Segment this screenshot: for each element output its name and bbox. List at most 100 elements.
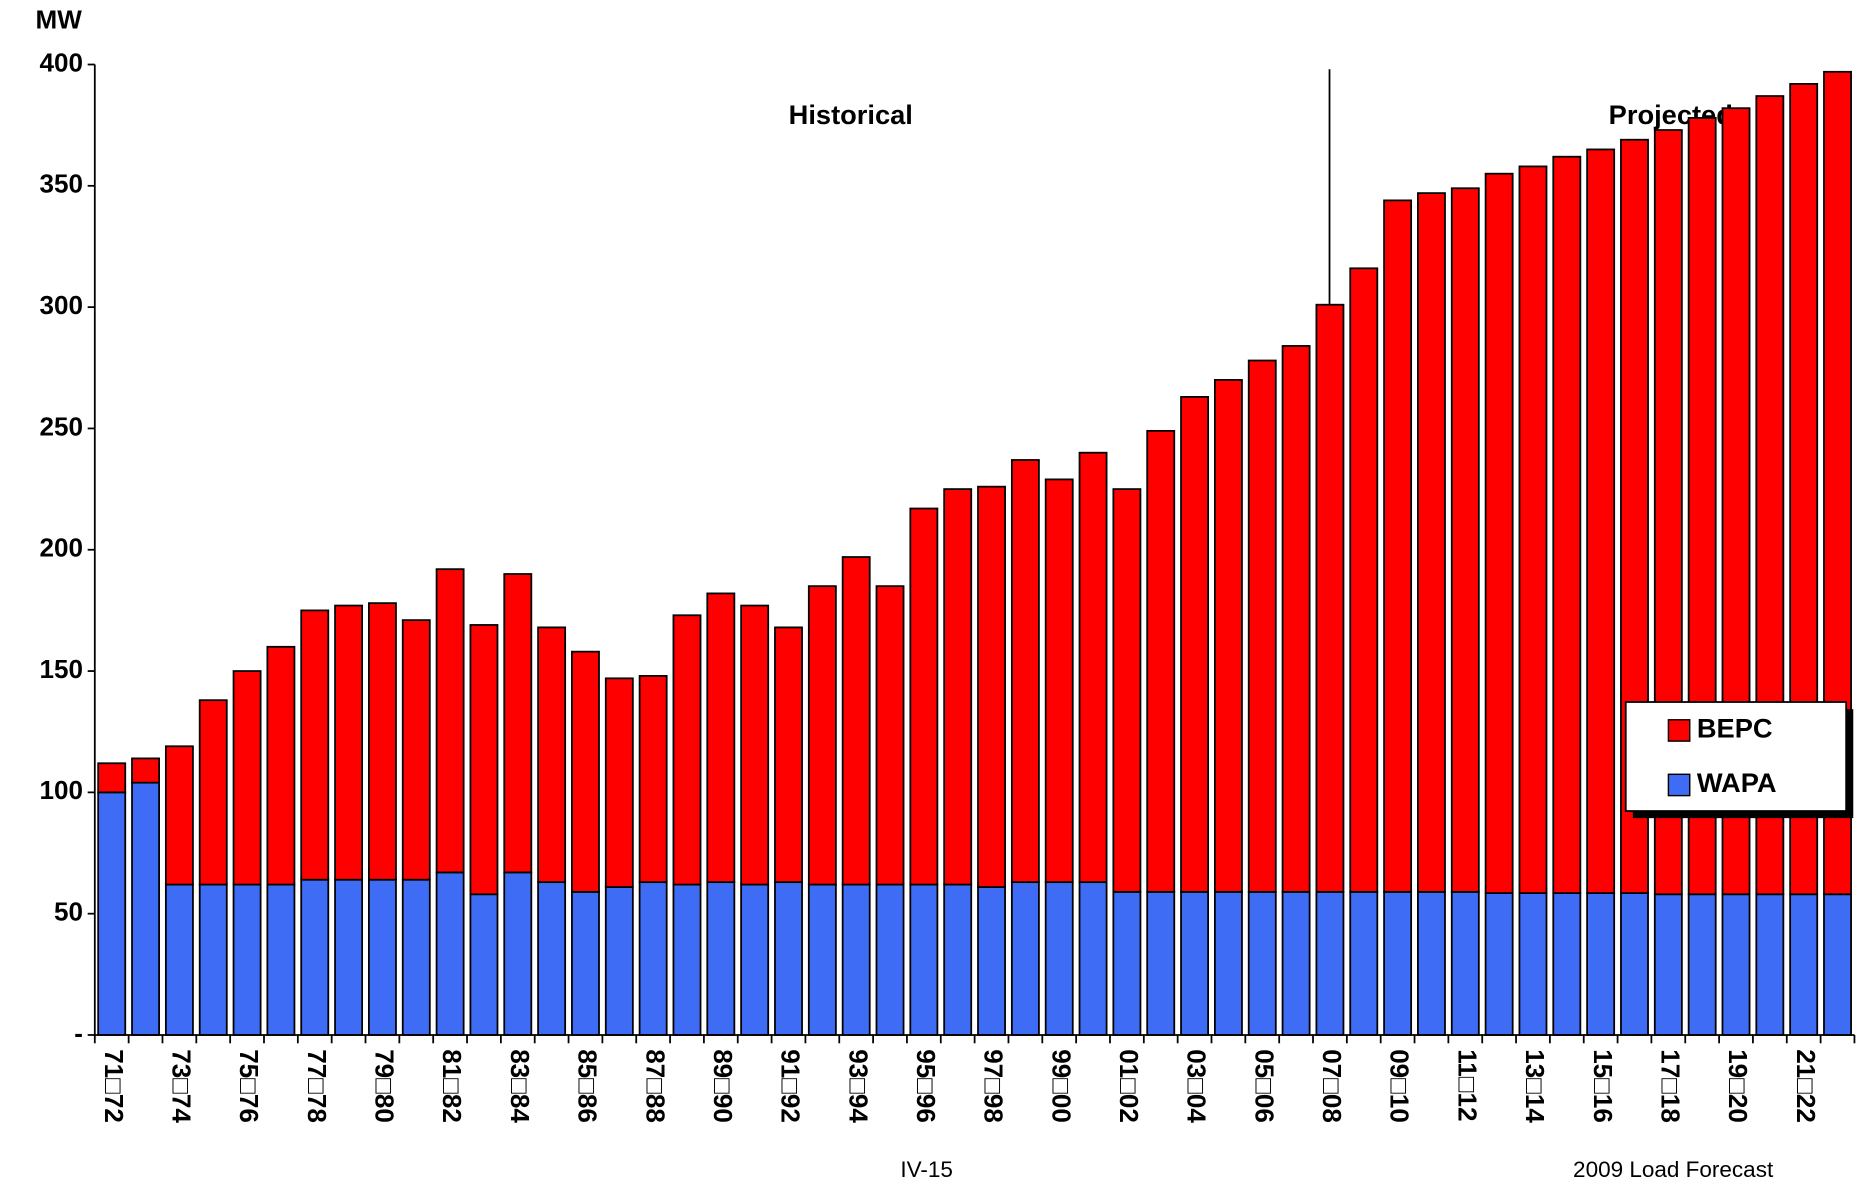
bar-segment bbox=[1653, 893, 1683, 1036]
x-tick-label: 99□00 bbox=[1046, 1049, 1076, 1123]
bar-segment bbox=[943, 488, 973, 886]
bar-segment bbox=[232, 670, 262, 886]
bar-segment bbox=[401, 619, 431, 881]
bar-segment bbox=[1078, 881, 1108, 1036]
y-tick-label: 150 bbox=[39, 654, 82, 684]
x-tick-label: 95□96 bbox=[911, 1049, 941, 1123]
bar-segment bbox=[1078, 451, 1108, 884]
bar-segment bbox=[435, 871, 465, 1036]
x-tick-label: 85□86 bbox=[573, 1049, 603, 1123]
legend bbox=[1624, 701, 1848, 812]
y-tick-label: 300 bbox=[39, 290, 82, 320]
x-tick-label: 75□76 bbox=[234, 1049, 264, 1123]
bar-segment bbox=[300, 609, 330, 881]
bar-segment bbox=[909, 883, 939, 1036]
bar-segment bbox=[706, 592, 736, 884]
bar-segment bbox=[909, 507, 939, 886]
bar-segment bbox=[198, 699, 228, 886]
y-tick-label: 400 bbox=[39, 47, 82, 77]
bar-segment bbox=[977, 485, 1006, 888]
bar-segment bbox=[875, 883, 905, 1036]
x-tick-label: 81□82 bbox=[437, 1049, 467, 1123]
bar-segment bbox=[1146, 890, 1176, 1036]
bar-segment bbox=[503, 573, 533, 874]
bar-segment bbox=[807, 585, 837, 886]
bar-segment bbox=[1180, 890, 1210, 1036]
bar-segment bbox=[1620, 892, 1649, 1036]
x-tick-label: 91□92 bbox=[776, 1049, 806, 1123]
bar-segment bbox=[1484, 892, 1514, 1036]
bar-segment bbox=[1417, 890, 1446, 1036]
bar-segment bbox=[1349, 267, 1379, 893]
bar-segment bbox=[774, 626, 803, 884]
bar-segment bbox=[1484, 172, 1514, 894]
bar-segment bbox=[232, 883, 262, 1036]
y-axis-label: MW bbox=[36, 5, 83, 35]
bar-segment bbox=[1112, 890, 1142, 1036]
bar-segment bbox=[1823, 893, 1852, 1036]
x-tick-label: 11□12 bbox=[1452, 1049, 1482, 1121]
bar-segment bbox=[1687, 893, 1717, 1036]
bar-segment bbox=[1180, 396, 1210, 893]
x-tick-label: 97□98 bbox=[979, 1049, 1009, 1123]
bar-segment bbox=[97, 762, 127, 794]
x-tick-label: 19□20 bbox=[1723, 1049, 1753, 1123]
bar-segment bbox=[841, 556, 871, 886]
bar-segment bbox=[1281, 890, 1311, 1036]
x-tick-label: 83□84 bbox=[505, 1049, 535, 1123]
legend-label: WAPA bbox=[1697, 767, 1777, 798]
bar-segment bbox=[1755, 893, 1785, 1036]
bar-segment bbox=[266, 883, 296, 1036]
bar-segment bbox=[1146, 429, 1176, 893]
bar-segment bbox=[469, 624, 499, 896]
bar-segment bbox=[1552, 155, 1582, 894]
bar-segment bbox=[1044, 478, 1074, 884]
bar-segment bbox=[1518, 165, 1548, 894]
x-tick-label: 71□72 bbox=[99, 1049, 129, 1123]
bar-segment bbox=[334, 604, 364, 881]
bar-segment bbox=[672, 883, 702, 1036]
bar-segment bbox=[300, 878, 330, 1036]
x-tick-label: 79□80 bbox=[370, 1049, 400, 1123]
y-tick-label: - bbox=[74, 1018, 83, 1048]
legend-swatch bbox=[1667, 773, 1691, 797]
legend-swatch bbox=[1667, 719, 1691, 742]
bar-segment bbox=[638, 675, 668, 884]
bar-segment bbox=[1315, 303, 1345, 893]
bar-segment bbox=[875, 585, 905, 886]
bar-segment bbox=[469, 893, 499, 1036]
bar-segment bbox=[1383, 199, 1413, 893]
bar-segment bbox=[1417, 192, 1446, 893]
bar-segment bbox=[537, 881, 567, 1036]
bar-segment bbox=[740, 883, 770, 1036]
x-tick-label: 21□22 bbox=[1791, 1049, 1821, 1123]
bar-segment bbox=[1586, 892, 1616, 1036]
x-tick-label: 09□10 bbox=[1385, 1049, 1415, 1123]
bar-segment bbox=[503, 871, 533, 1036]
x-tick-label: 13□14 bbox=[1520, 1049, 1550, 1123]
bar-segment bbox=[1349, 890, 1379, 1036]
bar-segment bbox=[368, 602, 397, 881]
bar-segment bbox=[537, 626, 567, 884]
bar-segment bbox=[131, 757, 160, 784]
footer: IV-15 bbox=[900, 1157, 953, 1182]
bar-segment bbox=[1552, 892, 1582, 1036]
y-tick-label: 200 bbox=[39, 533, 82, 563]
bar-segment bbox=[1789, 893, 1819, 1036]
bar-segment bbox=[571, 890, 600, 1036]
bar-segment bbox=[401, 878, 431, 1036]
bar-segment bbox=[435, 568, 465, 874]
bar-segment bbox=[131, 781, 160, 1036]
x-tick-label: 03□04 bbox=[1182, 1049, 1212, 1123]
bar-segment bbox=[1315, 890, 1345, 1036]
bar-segment bbox=[1010, 881, 1040, 1036]
bar-segment bbox=[1450, 187, 1480, 893]
bar-segment bbox=[1518, 892, 1548, 1036]
bar-segment bbox=[1281, 345, 1311, 893]
x-tick-label: 87□88 bbox=[640, 1049, 670, 1123]
bar-segment bbox=[1044, 881, 1074, 1036]
x-tick-label: 05□06 bbox=[1249, 1049, 1279, 1123]
y-tick-label: 250 bbox=[39, 411, 82, 441]
x-tick-label: 17□18 bbox=[1655, 1049, 1685, 1123]
